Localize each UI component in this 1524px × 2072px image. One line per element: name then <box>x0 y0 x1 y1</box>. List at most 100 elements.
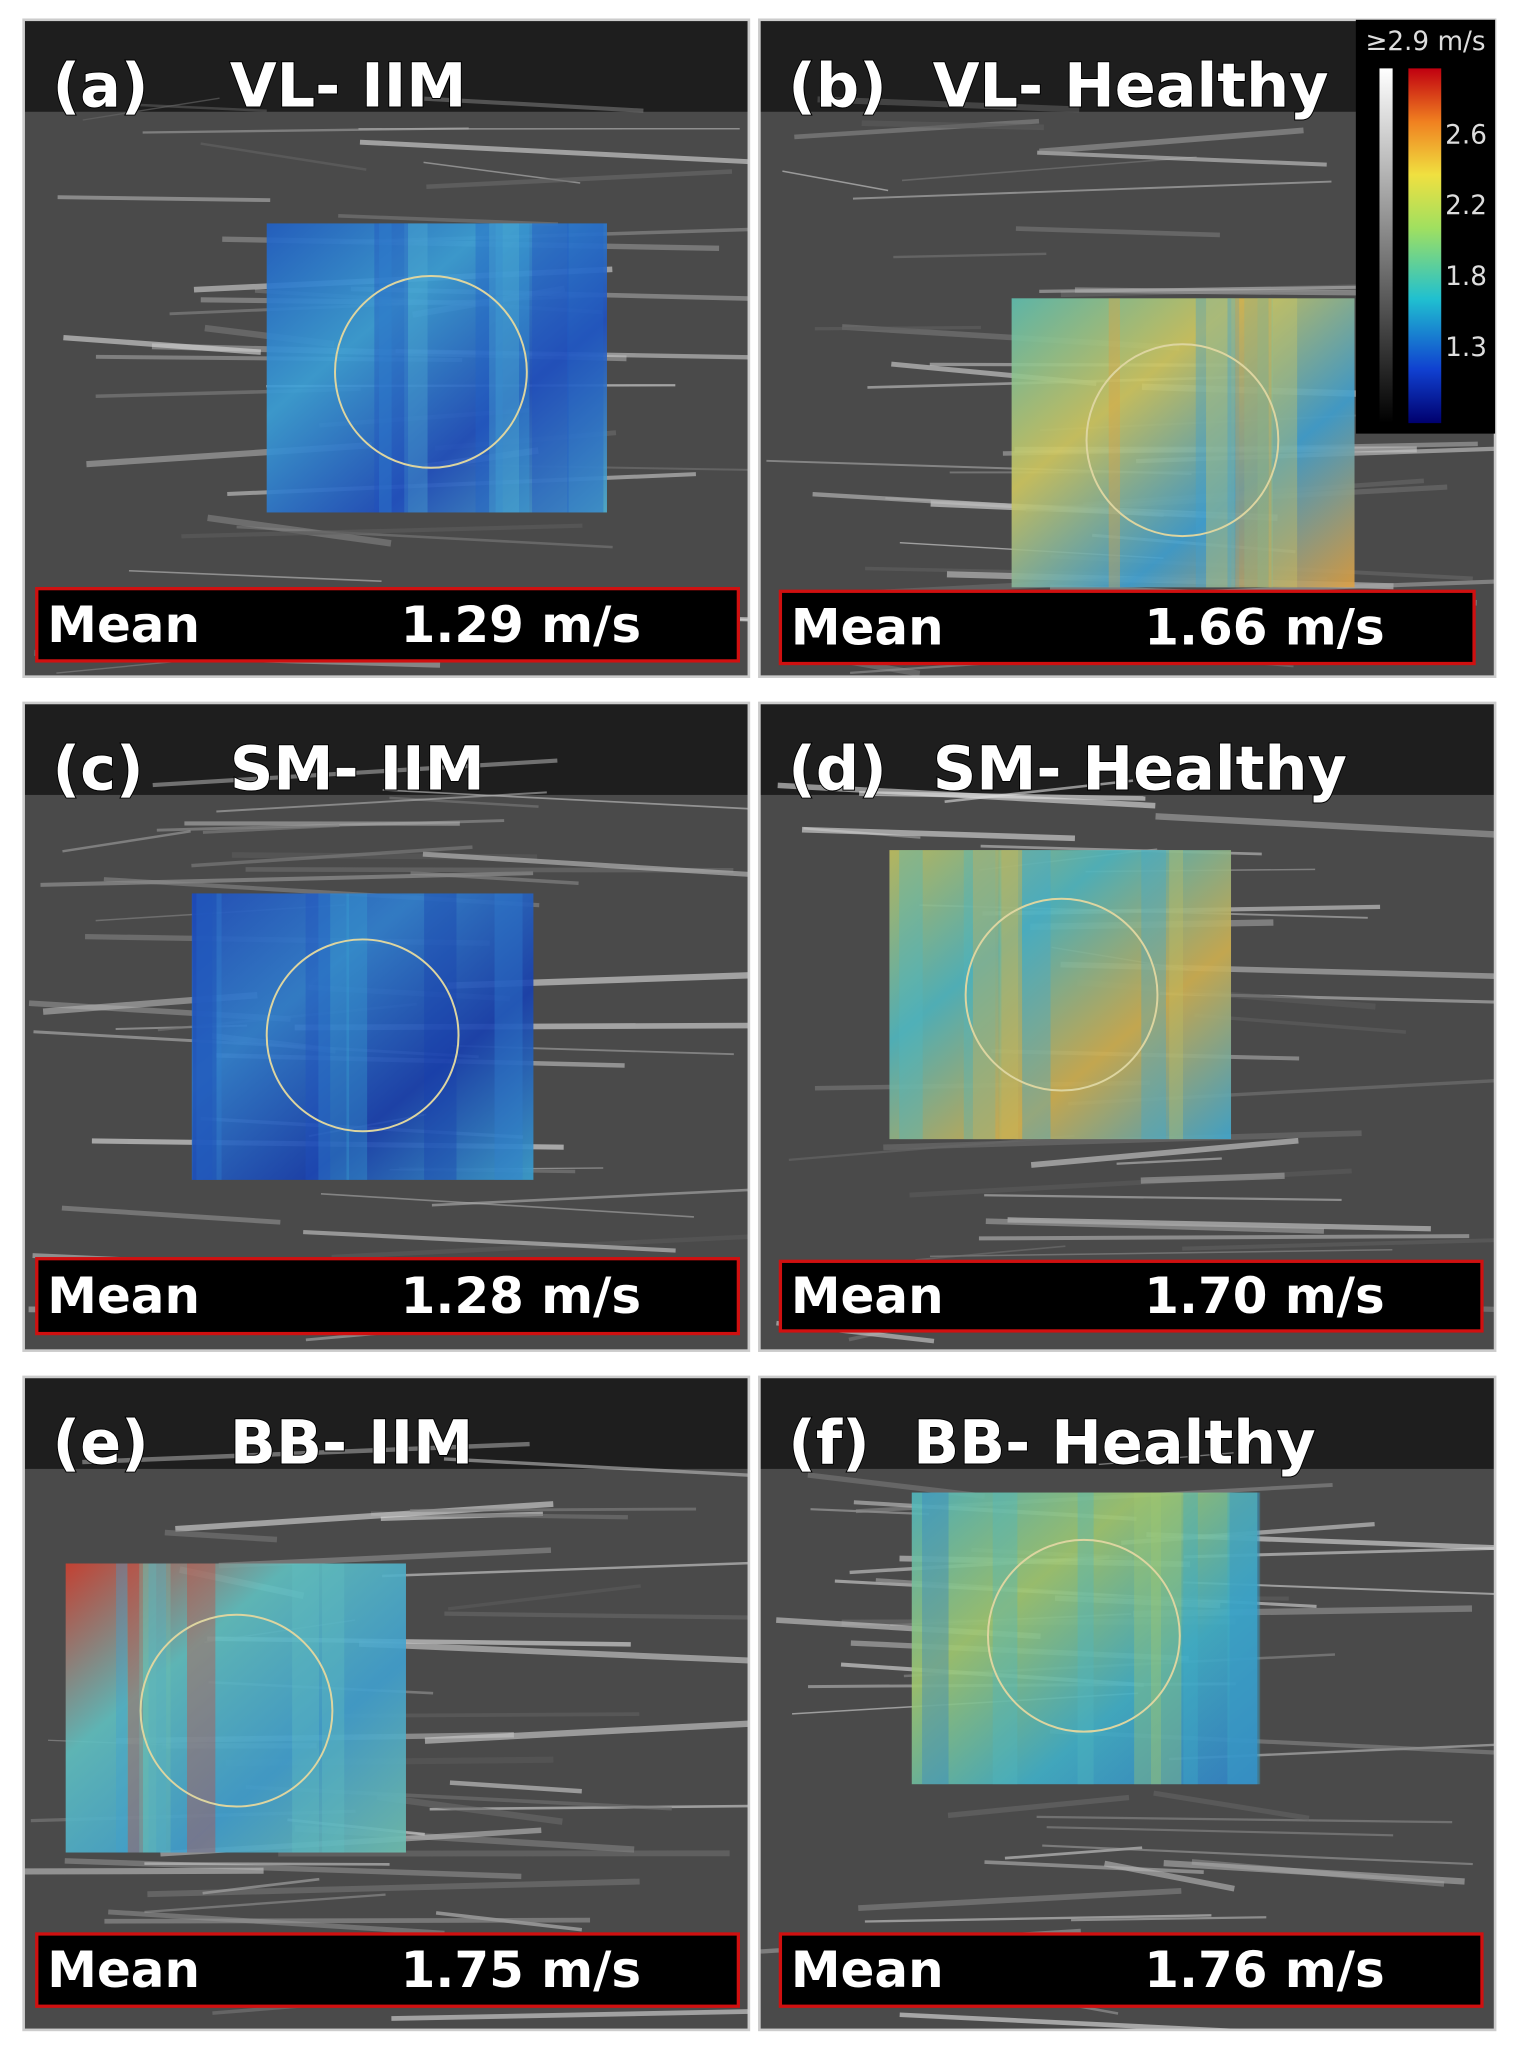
texture-streak <box>1037 150 1327 167</box>
texture-streak <box>1042 1844 1473 1866</box>
mean-value: 1.76 m/s <box>1144 1941 1384 1999</box>
roi-stripe <box>374 223 409 513</box>
measurement-circle <box>334 274 528 469</box>
texture-streak <box>788 1134 1075 1161</box>
texture-streak <box>144 1893 386 1914</box>
texture-streak <box>858 1888 1182 1911</box>
texture-streak <box>24 1867 264 1875</box>
texture-streak <box>331 1234 749 1260</box>
texture-streak <box>893 252 1047 259</box>
mean-label: Mean <box>791 598 944 656</box>
roi-stripe <box>489 223 520 513</box>
roi-stripe <box>532 223 569 513</box>
dark-band <box>759 1376 1496 1469</box>
texture-streak <box>338 214 559 226</box>
texture-streak <box>1015 226 1220 238</box>
texture-streak <box>930 1249 1393 1258</box>
texture-streak <box>1036 1815 1453 1824</box>
mean-label: Mean <box>47 596 200 654</box>
texture-streak <box>424 96 644 113</box>
roi-stripe <box>1183 1492 1198 1785</box>
texture-streak <box>817 96 1080 113</box>
texture-streak <box>358 1640 749 1664</box>
texture-streak <box>443 1457 749 1477</box>
roi-stripe <box>1134 1492 1162 1785</box>
roi-stripe <box>1001 850 1022 1140</box>
texture-streak <box>1163 1860 1465 1885</box>
measurement-circle <box>986 1538 1181 1733</box>
color-scale-label: 1.3 <box>1445 333 1487 363</box>
panel-label: (a) <box>53 51 149 121</box>
measurement-circle <box>964 897 1159 1092</box>
roi-stripe <box>1022 850 1051 1140</box>
texture-streak <box>382 789 749 810</box>
texture-streak <box>1183 1581 1496 1596</box>
color-scale-label: 1.8 <box>1445 262 1487 292</box>
texture-streak <box>82 97 220 121</box>
roi-stripe <box>972 850 999 1140</box>
texture-streak <box>376 1793 563 1825</box>
texture-streak <box>320 1192 695 1218</box>
measurement-circle <box>265 938 460 1133</box>
roi-stripe <box>567 223 604 513</box>
texture-streak <box>1039 127 1304 155</box>
panel-label: (e) <box>53 1409 149 1479</box>
texture-streak <box>852 180 1332 200</box>
roi-stripe <box>963 850 996 1140</box>
texture-streak <box>207 514 392 547</box>
texture-streak <box>175 1501 554 1532</box>
mean-value: 1.66 m/s <box>1144 598 1384 656</box>
panel: (d) SM- Healthy Mean 1.70 m/s <box>758 701 1497 1352</box>
texture-streak <box>861 120 1044 131</box>
roi-stripe <box>116 1563 128 1853</box>
mean-value: 1.70 m/s <box>1144 1267 1384 1325</box>
roi-stripe <box>139 1563 157 1853</box>
texture-streak <box>64 1858 522 1880</box>
panel-title: SM- IIM <box>230 735 485 805</box>
texture-streak <box>1098 1452 1234 1466</box>
dark-band <box>759 702 1496 795</box>
roi-stripe <box>424 893 457 1180</box>
texture-streak <box>202 1877 320 1895</box>
measurement-circle <box>1085 343 1280 538</box>
roi-stripe <box>1257 298 1273 588</box>
roi-stripe <box>148 1563 167 1853</box>
texture-streak <box>152 758 558 788</box>
mean-box <box>35 1932 740 2008</box>
elastography-roi <box>1011 298 1355 588</box>
panel-border <box>758 701 1497 1352</box>
elastography-roi <box>65 1563 406 1853</box>
texture-streak <box>303 1229 676 1253</box>
texture-streak <box>164 1529 278 1543</box>
mean-value: 1.28 m/s <box>401 1267 641 1325</box>
roi-stripe <box>922 1492 949 1785</box>
roi-stripe <box>1229 1492 1259 1785</box>
dark-band <box>23 702 749 795</box>
roi-stripe <box>1227 1492 1261 1785</box>
texture-streak <box>978 1234 1470 1241</box>
panel-title: BB- IIM <box>230 1409 473 1479</box>
texture-streak <box>200 142 367 171</box>
panel-title: BB- Healthy <box>913 1409 1316 1479</box>
panel: (f) BB- Healthy Mean 1.76 m/s <box>758 1375 1497 2032</box>
texture-streak <box>444 1611 749 1620</box>
texture-streak <box>57 195 271 203</box>
elastography-roi <box>266 223 607 513</box>
texture-streak <box>447 1584 641 1611</box>
texture-streak <box>985 1218 1325 1234</box>
roi-stripe <box>899 850 923 1140</box>
mean-value: 1.29 m/s <box>401 596 641 654</box>
color-bar <box>1408 68 1442 424</box>
panel-label: (c) <box>53 735 144 805</box>
texture-streak <box>814 325 981 331</box>
color-scale: ≥2.9 m/s 2.6 2.2 1.8 1.3 <box>1355 19 1496 434</box>
dark-band <box>23 1376 749 1469</box>
roi-stripe <box>1227 298 1240 588</box>
mean-box <box>35 587 740 663</box>
panel-title: VL- Healthy <box>933 51 1329 121</box>
roi-stripe <box>475 223 503 513</box>
mean-label: Mean <box>791 1941 944 1999</box>
measurement-circle <box>139 1613 334 1808</box>
panel-border <box>22 18 751 678</box>
roi-stripe <box>346 893 368 1180</box>
